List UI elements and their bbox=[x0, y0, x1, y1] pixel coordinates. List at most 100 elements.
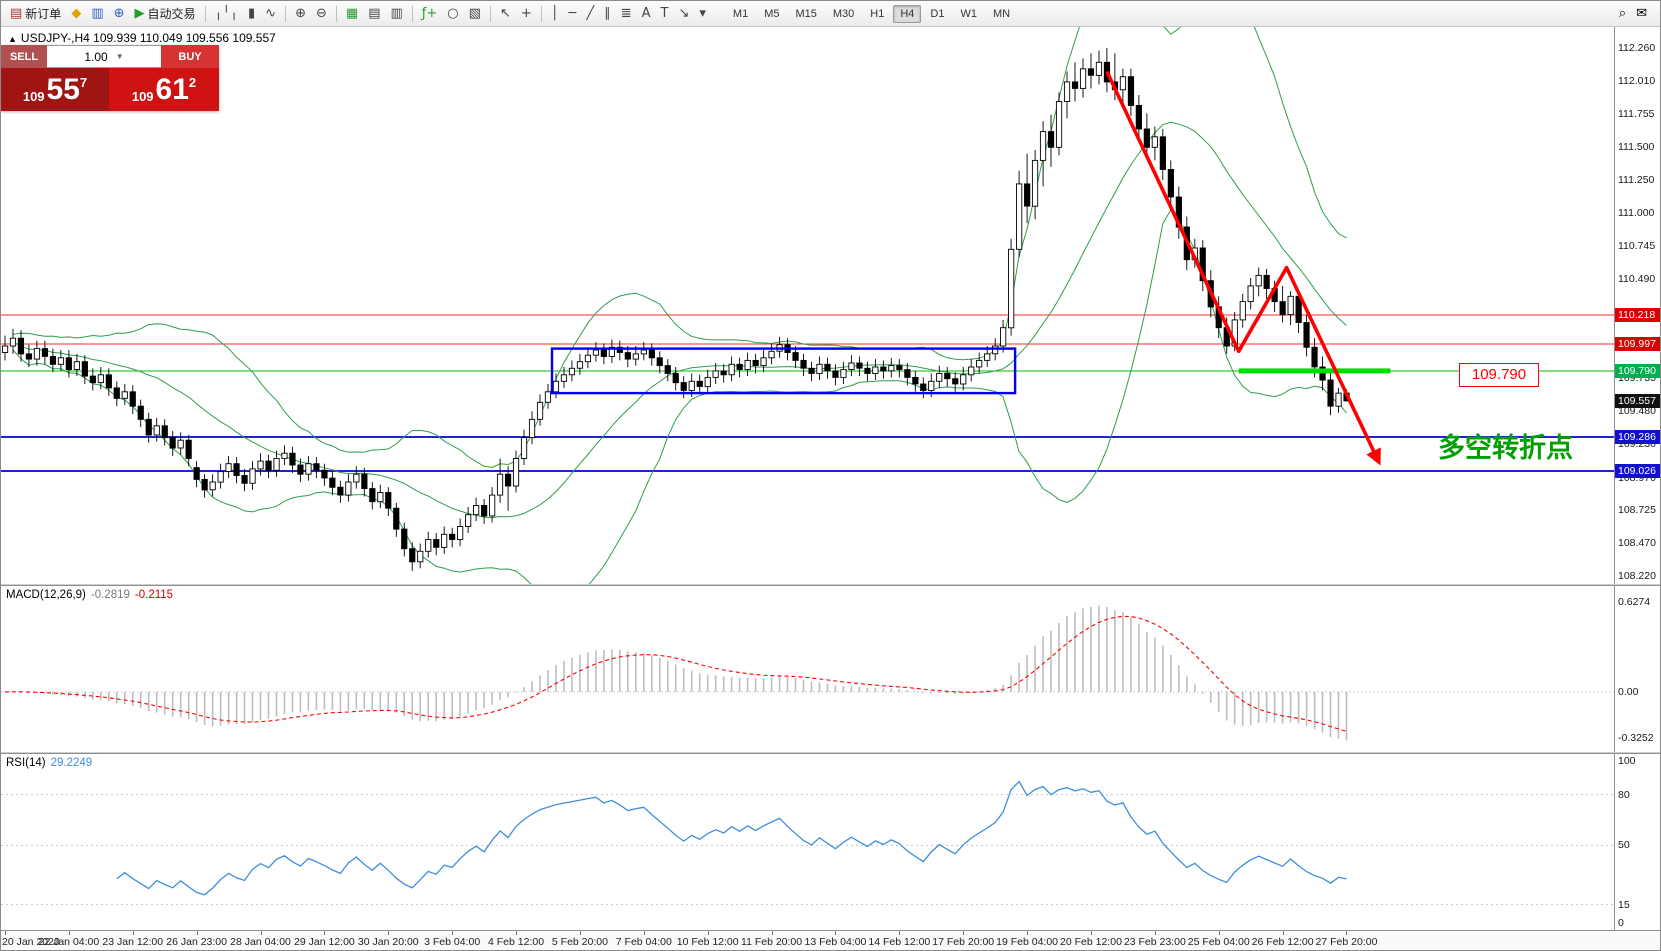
arrows-button[interactable]: ↘ bbox=[674, 3, 693, 25]
line-chart-type-icon: ∿ bbox=[265, 5, 277, 21]
zoom-in-button[interactable]: ⊕ bbox=[291, 3, 310, 25]
tile-windows-button[interactable]: ▦ bbox=[342, 3, 362, 25]
volume-input[interactable]: 1.00 ▼ bbox=[47, 45, 161, 68]
price-tag[interactable]: 109.026 bbox=[1615, 463, 1660, 478]
vertical-line-button[interactable]: │ bbox=[547, 3, 563, 25]
time-axis-label: 20 Feb 12:00 bbox=[1060, 936, 1122, 948]
cascade-windows-button[interactable]: ▤ bbox=[364, 3, 384, 25]
volume-dropdown-icon[interactable]: ▼ bbox=[115, 52, 124, 61]
text-label-button[interactable]: T bbox=[657, 3, 673, 25]
rsi-scale-label: 15 bbox=[1618, 898, 1630, 911]
zoom-out-button[interactable]: ⊖ bbox=[312, 3, 331, 25]
buy-price-panel[interactable]: 109 61 2 bbox=[109, 68, 219, 111]
pane-separator[interactable] bbox=[1, 584, 1660, 586]
favorites-icon[interactable]: ◆ bbox=[67, 3, 85, 25]
timeframe-h4[interactable]: H4 bbox=[893, 4, 922, 23]
macd-scale[interactable]: 0.6274 0.00 -0.3252 bbox=[1614, 586, 1660, 752]
chat-button[interactable]: ✉ bbox=[1632, 3, 1651, 25]
text-icon: A bbox=[641, 5, 651, 21]
candlestick-chart-type-button[interactable]: ▮ bbox=[244, 3, 259, 25]
fibonacci-icon: ≣ bbox=[620, 5, 632, 21]
price-callout-label[interactable]: 109.790 bbox=[1459, 363, 1539, 387]
time-axis-label: 17 Feb 20:00 bbox=[932, 936, 995, 948]
collapse-panel-icon[interactable]: ▲ bbox=[8, 34, 17, 44]
macd-scale-label: -0.3252 bbox=[1618, 732, 1654, 745]
rsi-canvas[interactable] bbox=[1, 754, 1614, 930]
price-tag[interactable]: 110.218 bbox=[1615, 307, 1660, 322]
indicators-button[interactable]: ƒ+ bbox=[418, 3, 441, 25]
toolbar-separator bbox=[489, 5, 491, 22]
toolbar-separator bbox=[540, 5, 542, 22]
consolidation-box[interactable] bbox=[550, 347, 1017, 395]
cursor-button[interactable]: ↖ bbox=[496, 3, 515, 25]
time-axis-label: 22 Jan 04:00 bbox=[38, 936, 100, 948]
timeframe-m5[interactable]: M5 bbox=[764, 7, 780, 20]
web-community-icon[interactable]: ⊕ bbox=[110, 3, 129, 25]
price-scale-label: 110.490 bbox=[1618, 273, 1656, 286]
horizontal-line-button[interactable]: ─ bbox=[565, 3, 581, 25]
timeframe-mn[interactable]: MN bbox=[992, 7, 1011, 20]
macd-canvas[interactable] bbox=[1, 586, 1614, 752]
time-axis-tick bbox=[579, 931, 581, 935]
volume-value: 1.00 bbox=[84, 49, 108, 64]
pane-separator[interactable] bbox=[1, 752, 1660, 754]
text-button[interactable]: A bbox=[638, 3, 655, 25]
zoom-in-icon: ⊕ bbox=[295, 5, 306, 21]
market-watch-icon[interactable]: ▥ bbox=[87, 3, 107, 25]
timeframe-h1[interactable]: H1 bbox=[870, 7, 885, 20]
crosshair-button[interactable]: + bbox=[517, 3, 536, 25]
rsi-indicator-pane[interactable]: 100 80 50 15 0 RSI(14) 29.2249 bbox=[1, 754, 1660, 930]
time-axis-tick bbox=[1027, 931, 1029, 935]
time-axis-tick bbox=[260, 931, 262, 935]
time-axis[interactable]: 20 Jan 2020 22 Jan 04:00 23 Jan 12:00 26 Ja… bbox=[1, 930, 1660, 950]
buy-button[interactable]: BUY bbox=[161, 45, 219, 68]
periods-button[interactable]: ○ bbox=[443, 3, 462, 25]
timeframe-d1[interactable]: D1 bbox=[930, 7, 945, 20]
symbol-ohlc-text: USDJPY-,H4 109.939 110.049 109.556 109.5… bbox=[20, 31, 276, 45]
line-chart-type-button[interactable]: ∿ bbox=[261, 3, 280, 25]
sell-price-main: 55 bbox=[46, 72, 80, 106]
horizontal-level-lines[interactable] bbox=[1, 314, 1614, 472]
horizontal-line-icon: ─ bbox=[568, 5, 577, 21]
chart-annotations[interactable] bbox=[550, 70, 1391, 466]
price-tag[interactable]: 109.286 bbox=[1615, 429, 1660, 444]
timeframe-m1[interactable]: M1 bbox=[732, 7, 749, 20]
symbol-header: ▲ USDJPY-,H4 109.939 110.049 109.556 109.… bbox=[8, 31, 276, 45]
auto-trading-button-label: 自动交易 bbox=[147, 7, 196, 21]
macd-indicator-pane[interactable]: 0.6274 0.00 -0.3252 MACD(12,26,9) -0.2819 -0… bbox=[1, 586, 1660, 752]
channel-button[interactable]: ∥ bbox=[600, 3, 615, 25]
price-chart-canvas[interactable] bbox=[1, 27, 1614, 584]
buy-price-main: 61 bbox=[155, 72, 189, 106]
price-tag[interactable]: 109.997 bbox=[1615, 336, 1660, 351]
new-order-button[interactable]: ▤ 新订单 bbox=[6, 3, 65, 25]
trend-arrow[interactable] bbox=[1105, 70, 1381, 466]
candles-layer[interactable] bbox=[1, 47, 1350, 571]
timeframe-m15[interactable]: M15 bbox=[795, 7, 817, 20]
timeframe-w1[interactable]: W1 bbox=[960, 7, 977, 20]
chart-note-text[interactable]: 多空转折点 bbox=[1438, 433, 1573, 463]
search-button[interactable]: ⌕ bbox=[1615, 3, 1630, 25]
price-tag[interactable]: 109.557 bbox=[1615, 394, 1660, 409]
sell-button[interactable]: SELL bbox=[1, 45, 47, 68]
sell-price-panel[interactable]: 109 55 7 bbox=[1, 68, 109, 111]
fibonacci-button[interactable]: ≣ bbox=[617, 3, 636, 25]
time-axis-label: 30 Jan 20:00 bbox=[357, 936, 419, 948]
timeframe-m30[interactable]: M30 bbox=[832, 7, 855, 20]
price-scale-label: 110.745 bbox=[1618, 240, 1656, 252]
macd-value-main: -0.2819 bbox=[90, 589, 130, 601]
bollinger-bands bbox=[12, 27, 1347, 584]
price-tag[interactable]: 109.790 bbox=[1615, 363, 1660, 378]
time-axis-tick bbox=[1282, 931, 1284, 935]
auto-trading-button[interactable]: ▶ 自动交易 bbox=[131, 3, 200, 25]
trendline-button[interactable]: ╱ bbox=[582, 3, 598, 25]
main-chart-pane[interactable]: 112.260 112.010 111.755 111.500 111.250 111.0… bbox=[1, 27, 1660, 584]
time-axis-tick bbox=[1346, 931, 1348, 935]
time-axis-tick bbox=[899, 931, 901, 935]
templates-button[interactable]: ▧ bbox=[465, 3, 485, 25]
bar-chart-type-button[interactable]: ╷╵╷ bbox=[211, 3, 242, 25]
price-scale[interactable]: 112.260 112.010 111.755 111.500 111.250 111.0… bbox=[1614, 27, 1660, 584]
arrange-windows-button[interactable]: ▥ bbox=[386, 3, 406, 25]
rsi-scale[interactable]: 100 80 50 15 0 bbox=[1614, 754, 1660, 930]
trendline-icon: ╱ bbox=[586, 5, 595, 21]
objects-dropdown-arrow[interactable]: ▾ bbox=[695, 3, 710, 25]
